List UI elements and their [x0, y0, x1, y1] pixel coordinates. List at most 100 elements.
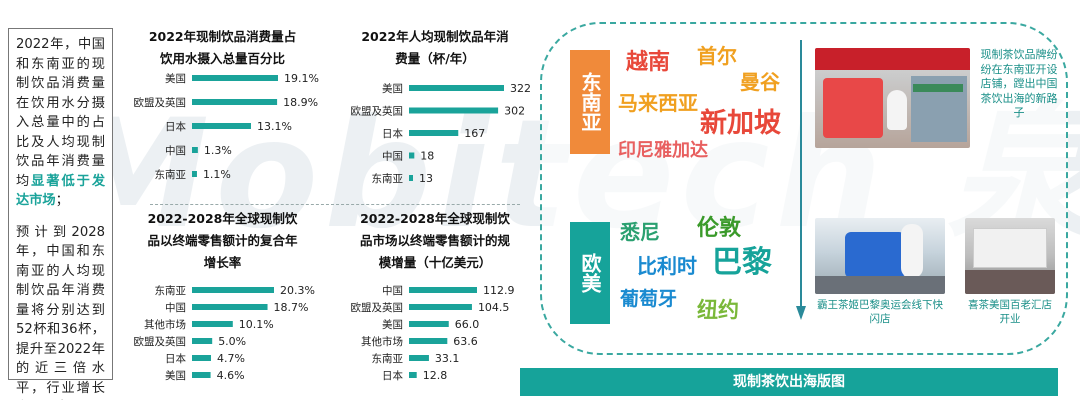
bar [192, 355, 211, 361]
summary-paragraph-1: 2022年，中国和东南亚的现制饮品消费量在饮用水分摄入总量中的占比及人均现制饮品… [16, 37, 106, 209]
city-new-york: 纽约 [697, 298, 739, 322]
chart-title: 2022年现制饮品消费量占 饮用水摄入总量百分比 [148, 29, 297, 66]
side-note: 现制茶饮品牌纷纷在东南亚开设店铺，蹚出中国茶饮出海的新路子 [980, 48, 1058, 119]
value-label: 4.6% [217, 369, 245, 382]
chart-svg: 美国 322 欧盟及英国 302 日本 167 中国 18 东南亚 13 [351, 82, 532, 185]
bar [409, 85, 504, 91]
value-label: 63.6 [453, 335, 478, 348]
chart-per-capita-consumption: 2022年人均现制饮品年消 费量（杯/年） 美国 322 欧盟及英国 302 日本 167… [335, 26, 535, 201]
category-label: 美国 [165, 72, 186, 85]
category-label: 日本 [165, 352, 186, 365]
category-label: 东南亚 [372, 352, 404, 365]
city-vietnam: 越南 [626, 50, 671, 75]
chart-title: 2022-2028年全球现制饮 品市场以终端零售额计的规 模增量（十亿美元） [359, 211, 510, 270]
city-portugal: 葡萄牙 [620, 288, 678, 310]
bar [192, 338, 213, 344]
bar [409, 321, 449, 327]
value-label: 4.7% [217, 352, 245, 365]
bar [409, 372, 417, 378]
bar [409, 338, 448, 344]
region-label-southeast-asia: 东南亚 [570, 50, 610, 154]
bar [409, 355, 429, 361]
category-label: 中国 [382, 284, 403, 297]
photo-heytea-us [965, 218, 1055, 294]
bar [409, 107, 499, 114]
summary-box: 2022年，中国和东南亚的现制饮品消费量在饮用水分摄入总量中的占比及人均现制饮品… [8, 28, 113, 396]
value-label: 33.1 [435, 352, 460, 365]
bar [409, 175, 413, 181]
city-bangkok: 曼谷 [740, 70, 780, 94]
region-label-europe-america: 欧美 [570, 222, 610, 324]
category-label: 中国 [165, 301, 186, 314]
divider [150, 204, 520, 205]
footer-title-bar: 现制茶饮出海版图 [520, 368, 1058, 396]
chart-svg: 美国 19.1% 欧盟及英国 18.9% 日本 13.1% 中国 1.3% 东南亚 1.1% [134, 72, 319, 181]
category-label: 中国 [382, 150, 403, 163]
photo-paris-popup [815, 218, 945, 294]
category-label: 日本 [165, 120, 186, 133]
bar [192, 99, 278, 105]
category-label: 其他市场 [144, 318, 186, 331]
value-label: 66.0 [455, 318, 480, 331]
photo-caption-paris: 霸王茶姬巴黎奥运会线下快闪店 [817, 299, 943, 325]
city-paris: 巴黎 [712, 245, 772, 280]
bar [192, 171, 197, 177]
value-label: 1.3% [204, 144, 232, 157]
value-label: 302 [504, 105, 525, 118]
bar [192, 321, 233, 327]
category-label: 日本 [382, 127, 403, 140]
category-label: 美国 [382, 82, 403, 95]
category-label: 欧盟及英国 [134, 335, 187, 348]
value-label: 20.3% [280, 284, 315, 297]
chart-consumption-share: 2022年现制饮品消费量占 饮用水摄入总量百分比 美国 19.1% 欧盟及英国 18.… [120, 26, 325, 201]
value-label: 167 [464, 127, 485, 140]
bar [192, 304, 268, 310]
value-label: 5.0% [218, 335, 246, 348]
bar [409, 152, 415, 159]
chart-title: 2022-2028年全球现制饮 品以终端零售额计的复合年 增长率 [147, 211, 298, 270]
city-malaysia: 马来西亚 [618, 91, 698, 115]
bar [409, 130, 459, 136]
bar [192, 372, 211, 378]
city-jakarta: 印尼雅加达 [618, 140, 708, 161]
summary-highlight: 显著低于发达市场 [16, 173, 106, 209]
value-label: 18 [420, 150, 434, 163]
category-label: 欧盟及英国 [351, 105, 404, 118]
bar [409, 304, 472, 310]
bar [409, 287, 477, 293]
map-panel [540, 22, 1068, 355]
value-label: 104.5 [478, 301, 510, 314]
value-label: 18.7% [274, 301, 309, 314]
value-label: 322 [510, 82, 531, 95]
bar [192, 147, 198, 153]
city-london: 伦敦 [697, 216, 742, 241]
down-arrow-icon [796, 40, 806, 320]
category-label: 其他市场 [361, 335, 403, 348]
value-label: 13.1% [257, 120, 292, 133]
category-label: 欧盟及英国 [351, 301, 404, 314]
city-seoul: 首尔 [697, 44, 737, 68]
summary-paragraph-2: 预计到2028年，中国和东南亚的人均现制饮品年消费量将分别达到52杯和36杯，提… [16, 224, 105, 396]
value-label: 18.9% [283, 96, 318, 109]
value-label: 19.1% [284, 72, 319, 85]
value-label: 112.9 [483, 284, 515, 297]
bar [192, 123, 251, 129]
category-label: 日本 [382, 369, 403, 382]
category-label: 中国 [165, 144, 186, 157]
chart-cagr: 2022-2028年全球现制饮 品以终端零售额计的复合年 增长率 东南亚 20.3… [120, 208, 325, 394]
bar [192, 287, 274, 293]
bar [192, 75, 278, 81]
city-belgium: 比利时 [637, 254, 697, 278]
category-label: 东南亚 [155, 284, 187, 297]
value-label: 1.1% [203, 168, 231, 181]
category-label: 欧盟及英国 [134, 96, 187, 109]
city-singapore: 新加坡 [700, 108, 781, 139]
chart-svg: 中国 112.9 欧盟及英国 104.5 美国 66.0 其他市场 63.6 东南亚 33.1 日本… [351, 284, 515, 382]
category-label: 东南亚 [155, 168, 187, 181]
value-label: 13 [419, 172, 433, 185]
value-label: 12.8 [423, 369, 448, 382]
city-sydney: 悉尼 [620, 220, 660, 244]
store-photo-mixue [815, 48, 970, 148]
value-label: 10.1% [239, 318, 274, 331]
chart-svg: 东南亚 20.3% 中国 18.7% 其他市场 10.1% 欧盟及英国 5.0% 日本 4.7% 美… [134, 284, 315, 382]
